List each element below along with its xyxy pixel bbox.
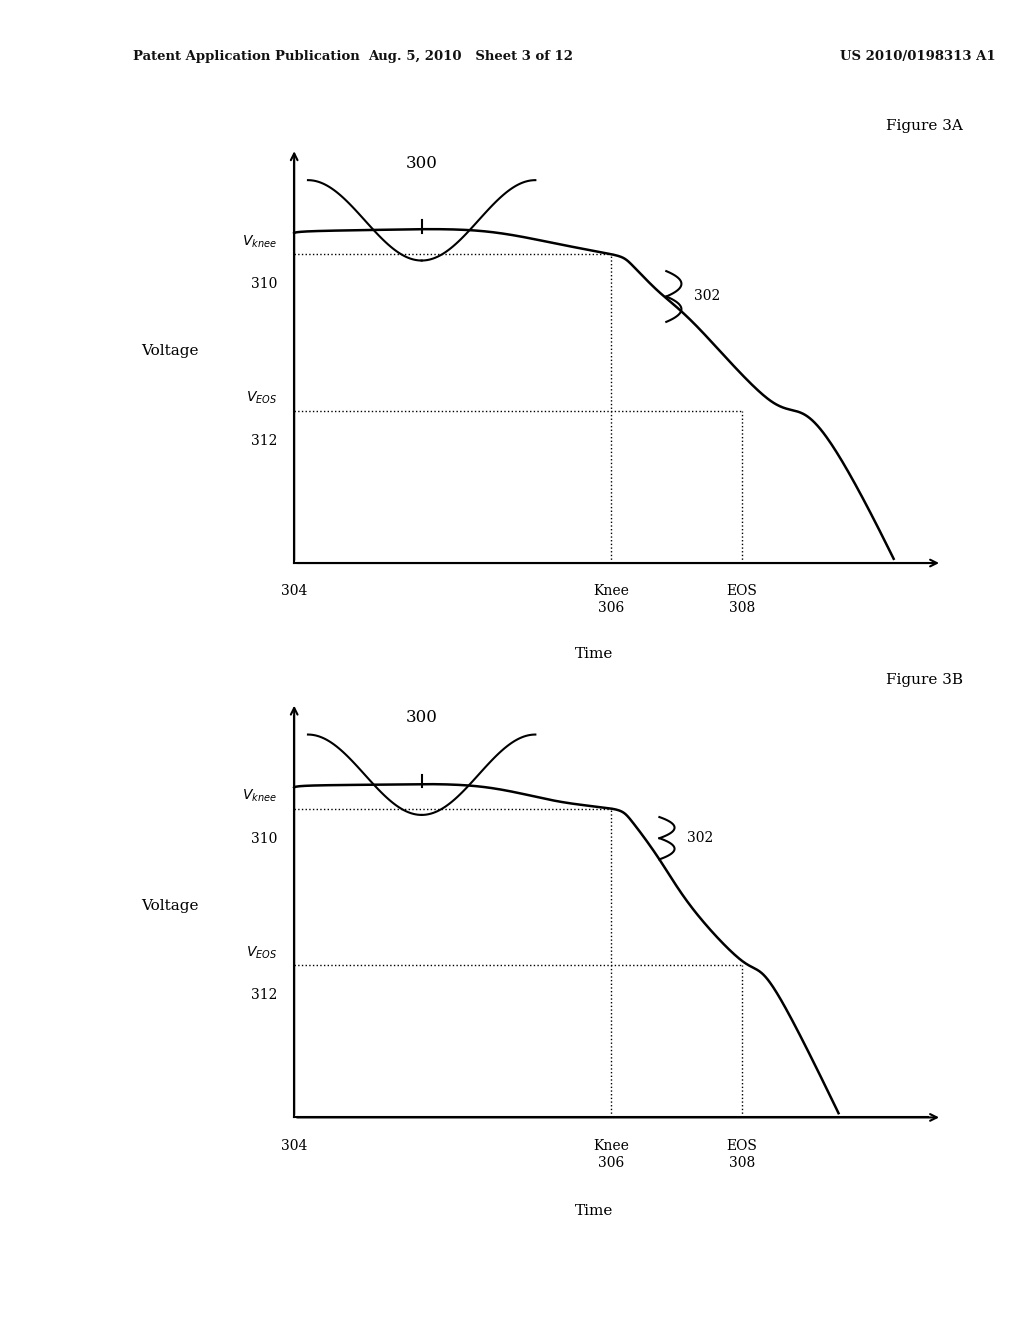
Text: Figure 3B: Figure 3B	[886, 673, 963, 688]
Text: Patent Application Publication: Patent Application Publication	[133, 50, 359, 63]
Text: 300: 300	[406, 154, 437, 172]
Text: $V_{knee}$: $V_{knee}$	[242, 234, 276, 249]
Text: 312: 312	[251, 989, 276, 1002]
Text: Aug. 5, 2010   Sheet 3 of 12: Aug. 5, 2010 Sheet 3 of 12	[369, 50, 573, 63]
Text: $V_{EOS}$: $V_{EOS}$	[246, 391, 276, 407]
Text: 310: 310	[251, 277, 276, 292]
Text: Voltage: Voltage	[141, 899, 199, 913]
Text: 302: 302	[694, 289, 720, 304]
Text: EOS
308: EOS 308	[727, 1139, 758, 1170]
Text: Voltage: Voltage	[141, 345, 199, 359]
Text: 304: 304	[281, 1139, 307, 1152]
Text: $V_{EOS}$: $V_{EOS}$	[246, 945, 276, 961]
Text: 310: 310	[251, 832, 276, 846]
Text: 300: 300	[406, 709, 437, 726]
Text: 302: 302	[687, 832, 713, 845]
Text: Figure 3A: Figure 3A	[886, 119, 963, 133]
Text: Knee
306: Knee 306	[593, 1139, 629, 1170]
Text: US 2010/0198313 A1: US 2010/0198313 A1	[840, 50, 995, 63]
Text: Knee
306: Knee 306	[593, 585, 629, 615]
Text: Time: Time	[574, 1204, 613, 1218]
Text: EOS
308: EOS 308	[727, 585, 758, 615]
Text: Time: Time	[574, 647, 613, 661]
Text: $V_{knee}$: $V_{knee}$	[242, 788, 276, 804]
Text: 304: 304	[281, 585, 307, 598]
Text: 312: 312	[251, 434, 276, 447]
